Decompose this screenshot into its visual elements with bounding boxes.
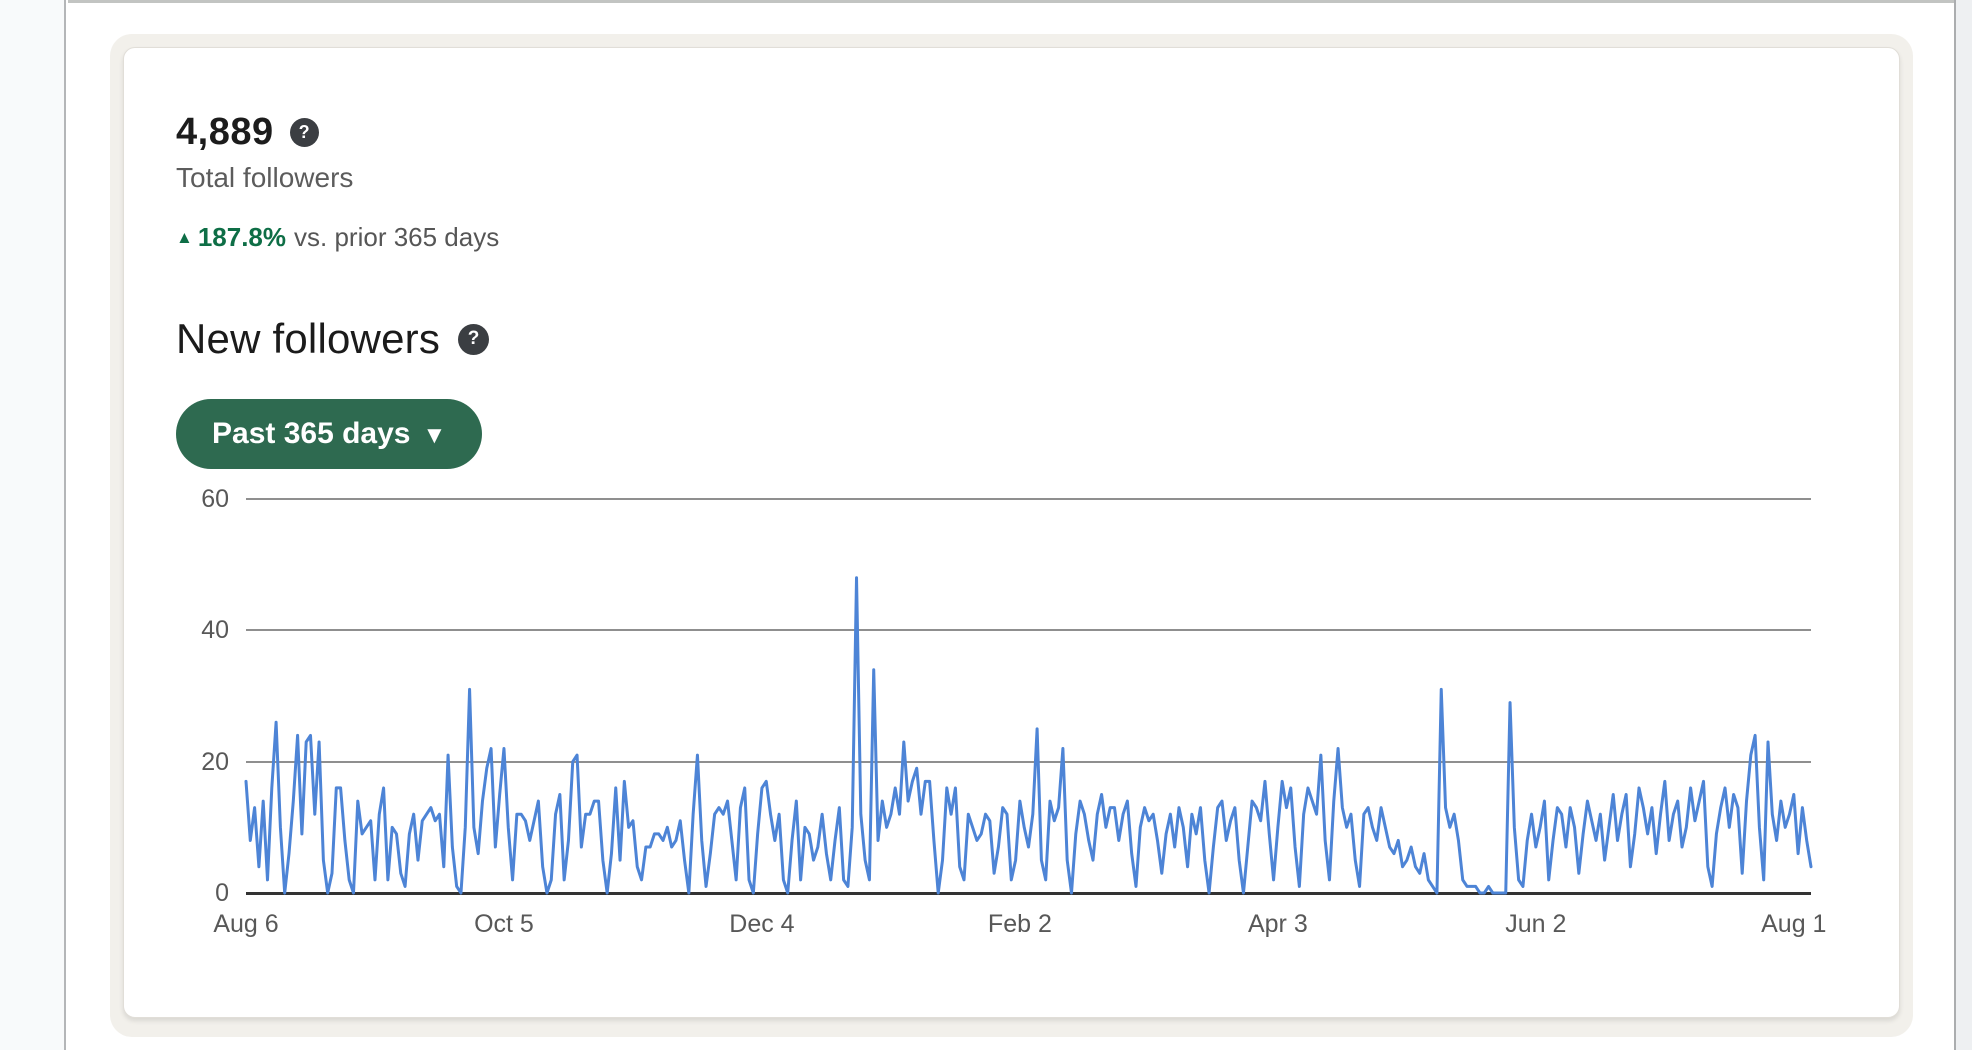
x-axis-tick-label: Aug 6 (213, 910, 279, 938)
gridline-y-60 (246, 498, 1811, 500)
x-axis-tick-label: Apr 3 (1247, 910, 1308, 938)
delta-comparison-label: vs. prior 365 days (294, 222, 500, 252)
y-axis-tick-label: 40 (201, 616, 229, 644)
y-axis-tick-label: 20 (201, 748, 229, 776)
section-title: New followers (176, 315, 441, 362)
page-top-border (68, 0, 1954, 3)
date-range-label: Past 365 days (212, 417, 411, 450)
gridline-y-0 (246, 892, 1811, 895)
right-gutter[interactable] (1954, 0, 1972, 1050)
date-range-button[interactable]: Past 365 days ▼ (176, 399, 483, 469)
new-followers-help-icon[interactable]: ? (458, 323, 490, 355)
left-gutter (0, 0, 66, 1050)
new-followers-section-header: New followers ? (176, 315, 1899, 363)
followers-analytics-card: 4,889 ? Total followers ▲ 187.8% vs. pri… (123, 47, 1900, 1018)
x-axis-tick-label: Feb 2 (987, 910, 1052, 938)
x-axis-tick-label: Dec 4 (729, 910, 795, 938)
x-axis-tick-label: Oct 5 (474, 910, 534, 938)
gridline-y-40 (246, 629, 1811, 631)
x-axis-tick-label: Aug 1 (1761, 910, 1827, 938)
y-axis-tick-label: 60 (201, 485, 229, 513)
followers-line-series[interactable] (246, 499, 1811, 893)
gridline-y-20 (246, 761, 1811, 763)
total-followers-summary: 4,889 ? (176, 110, 1899, 154)
line-path (246, 578, 1811, 893)
followers-delta: ▲ 187.8% vs. prior 365 days (176, 222, 1899, 253)
trend-up-icon: ▲ (176, 227, 193, 247)
chevron-down-icon: ▼ (422, 422, 447, 449)
new-followers-chart[interactable]: 0 20 40 60 Aug 6 Oct 5 Dec 4 Feb 2 Apr 3 Jun 2 Aug… (201, 485, 1826, 938)
card-outer-band: 4,889 ? Total followers ▲ 187.8% vs. pri… (110, 34, 1913, 1037)
delta-percent-value: 187.8% (197, 222, 287, 252)
total-followers-value: 4,889 (176, 110, 274, 153)
x-axis-tick-label: Jun 2 (1505, 910, 1567, 938)
y-axis-tick-label: 0 (215, 879, 229, 907)
total-followers-label: Total followers (176, 162, 354, 193)
total-followers-help-icon[interactable]: ? (289, 117, 319, 147)
